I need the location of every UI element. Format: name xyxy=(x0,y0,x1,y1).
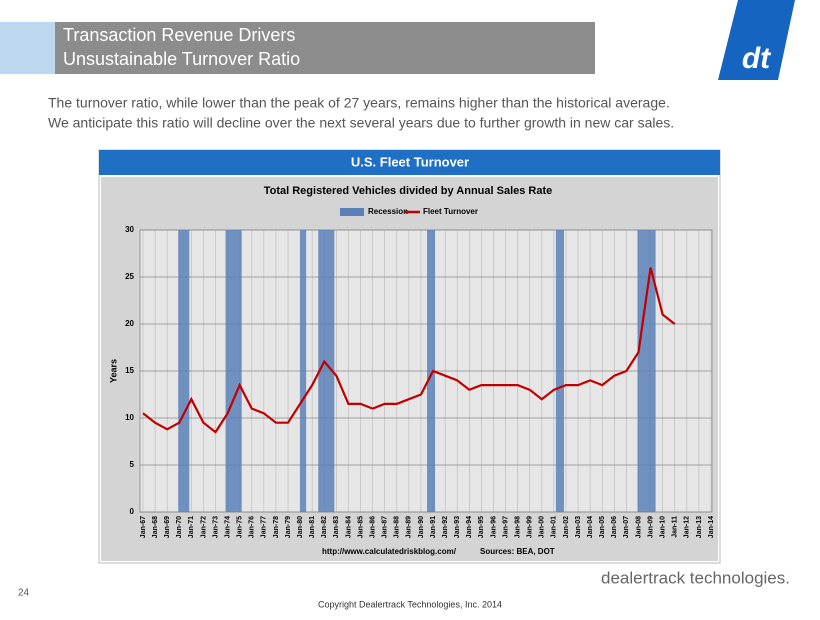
plot: Jan-67 Jan-68 Jan-69 Jan-70 Jan-71 Jan-72 Jan-… xyxy=(125,207,715,538)
x-tick-label: Jan-96 xyxy=(490,516,497,538)
x-tick-label: Jan-05 xyxy=(599,516,606,538)
recession-band xyxy=(637,230,656,512)
x-tick-label: Jan-00 xyxy=(539,516,546,538)
body-line: We anticipate this ratio will decline ov… xyxy=(48,115,674,131)
copyright: Copyright Dealertrack Technologies, Inc.… xyxy=(318,599,502,609)
panel-header xyxy=(99,150,720,175)
x-tick-label: Jan-95 xyxy=(478,516,485,538)
header-subtitle: Unsustainable Turnover Ratio xyxy=(63,49,300,69)
recession-band xyxy=(300,230,307,512)
x-tick-label: Jan-85 xyxy=(357,516,364,538)
x-tick-label: Jan-76 xyxy=(249,516,256,538)
recession-band xyxy=(555,230,564,512)
y-axis-label: Years xyxy=(108,359,118,383)
x-tick-label: Jan-03 xyxy=(575,516,582,538)
y-tick-label: 20 xyxy=(125,319,134,328)
x-tick-label: Jan-80 xyxy=(297,516,304,538)
x-tick-label: Jan-67 xyxy=(140,516,147,538)
logo-mark: dt xyxy=(742,42,772,75)
page-number: 24 xyxy=(18,588,30,599)
x-tick-label: Jan-08 xyxy=(635,516,642,538)
x-tick-label: Jan-73 xyxy=(212,516,219,538)
x-tick-label: Jan-81 xyxy=(309,516,316,538)
x-tick-label: Jan-77 xyxy=(261,516,268,538)
recession-band xyxy=(318,230,335,512)
x-tick-label: Jan-97 xyxy=(502,516,509,538)
body-line: The turnover ratio, while lower than the… xyxy=(48,95,670,111)
legend-label: Recession xyxy=(368,207,408,216)
x-tick-label: Jan-74 xyxy=(224,516,231,538)
sources: Sources: BEA, DOT xyxy=(480,547,555,556)
series-line xyxy=(142,267,676,434)
brand: dealertrack technologies. xyxy=(601,568,790,587)
x-tick-label: Jan-14 xyxy=(708,516,715,538)
x-tick-label: Jan-83 xyxy=(333,516,340,538)
x-tick-label: Jan-91 xyxy=(430,516,437,538)
source-url: http://www.calculatedriskblog.com/ xyxy=(322,547,457,556)
x-tick-label: Jan-86 xyxy=(369,516,376,538)
logo xyxy=(718,0,795,80)
panel-title: U.S. Fleet Turnover xyxy=(351,154,469,169)
x-tick-label: Jan-04 xyxy=(587,516,594,538)
y-tick-label: 0 xyxy=(130,507,135,516)
x-tick-label: Jan-10 xyxy=(660,516,667,538)
x-tick-label: Jan-92 xyxy=(442,516,449,538)
x-tick-label: Jan-82 xyxy=(321,516,328,538)
y-tick-label: 10 xyxy=(125,413,134,422)
x-tick-label: Jan-68 xyxy=(152,516,159,538)
recession-band xyxy=(427,230,436,512)
x-tick-label: Jan-99 xyxy=(527,516,534,538)
x-tick-label: Jan-89 xyxy=(406,516,413,538)
x-tick-label: Jan-90 xyxy=(418,516,425,538)
legend-swatch xyxy=(340,208,364,216)
x-tick-label: Jan-87 xyxy=(382,516,389,538)
header-title: Transaction Revenue Drivers xyxy=(63,25,295,45)
y-tick-label: 15 xyxy=(125,366,134,375)
x-tick-label: Jan-02 xyxy=(563,516,570,538)
x-tick-label: Jan-84 xyxy=(345,516,352,538)
recession-band xyxy=(178,230,190,512)
chart-title: Total Registered Vehicles divided by Ann… xyxy=(264,185,553,197)
x-tick-label: Jan-12 xyxy=(684,516,691,538)
y-tick-label: 5 xyxy=(130,460,135,469)
x-tick-label: Jan-06 xyxy=(611,516,618,538)
x-tick-label: Jan-72 xyxy=(200,516,207,538)
x-tick-label: Jan-78 xyxy=(273,516,280,538)
x-tick-label: Jan-13 xyxy=(696,516,703,538)
x-tick-label: Jan-88 xyxy=(394,516,401,538)
y-tick-label: 30 xyxy=(125,225,134,234)
legend-label: Fleet Turnover xyxy=(423,207,478,216)
header-accent xyxy=(0,22,55,74)
x-tick-label: Jan-70 xyxy=(176,516,183,538)
x-tick-label: Jan-93 xyxy=(454,516,461,538)
x-tick-label: Jan-07 xyxy=(623,516,630,538)
recession-band xyxy=(225,230,242,512)
x-tick-label: Jan-75 xyxy=(237,516,244,538)
x-tick-label: Jan-01 xyxy=(551,516,558,538)
x-tick-label: Jan-79 xyxy=(285,516,292,538)
header-bar xyxy=(55,22,595,74)
y-tick-label: 25 xyxy=(125,272,134,281)
x-tick-label: Jan-98 xyxy=(514,516,521,538)
x-tick-label: Jan-09 xyxy=(647,516,654,538)
x-tick-label: Jan-69 xyxy=(164,516,171,538)
x-tick-label: Jan-94 xyxy=(466,516,473,538)
x-tick-label: Jan-11 xyxy=(672,516,679,538)
x-tick-label: Jan-71 xyxy=(188,516,195,538)
